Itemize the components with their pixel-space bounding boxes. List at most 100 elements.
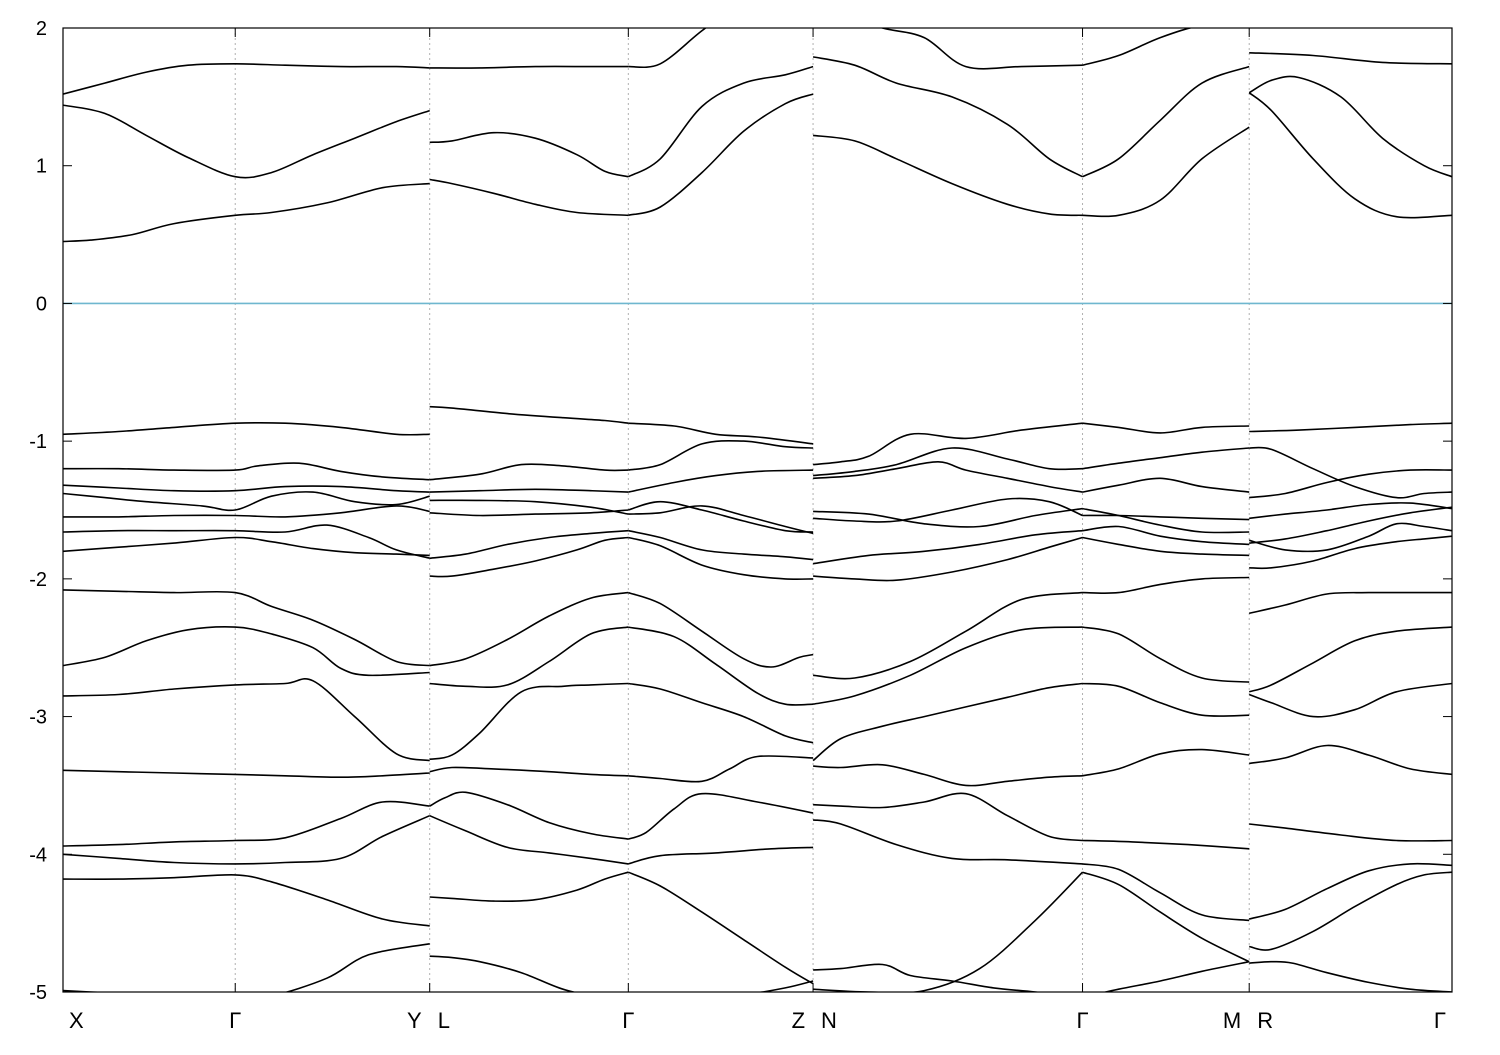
x-tick-label: R (1257, 1008, 1273, 1033)
band-line-71 (1249, 502, 1452, 520)
band-line-106 (1082, 28, 1194, 66)
band-line-16 (1082, 863, 1250, 922)
band-line-62 (628, 500, 814, 533)
band-line-43 (429, 591, 629, 667)
x-tick-label: Γ (1434, 1008, 1446, 1033)
band-line-15 (812, 819, 1083, 865)
band-line-41 (1248, 626, 1452, 693)
band-line-12 (63, 814, 431, 865)
band-line-57 (812, 529, 1083, 565)
band-line-32 (628, 682, 814, 744)
x-tick-label: Γ (622, 1008, 634, 1033)
band-line-105 (879, 28, 1083, 70)
band-line-13 (429, 814, 629, 865)
band-line-27 (813, 763, 1083, 787)
band-line-101 (1248, 75, 1452, 178)
band-line-67 (429, 499, 629, 515)
band-line-39 (812, 626, 1083, 705)
band-line-42 (63, 589, 430, 667)
band-line-86 (628, 422, 814, 445)
band-line-11 (1249, 871, 1452, 951)
band-line-56 (628, 529, 814, 561)
band-line-52 (1082, 536, 1250, 557)
band-line-23 (1249, 823, 1452, 842)
band-line-84 (63, 421, 430, 436)
band-line-26 (628, 755, 814, 783)
band-line-45 (813, 591, 1083, 680)
band-line-20 (628, 792, 814, 840)
band-line-53 (1249, 535, 1452, 570)
x-tick-label: X (69, 1008, 84, 1033)
band-line-91 (429, 178, 629, 217)
y-tick-label: 2 (36, 18, 47, 40)
band-line-80 (628, 439, 814, 471)
band-line-79 (429, 463, 629, 481)
band-line-92 (628, 93, 814, 217)
band-curves (63, 28, 1452, 992)
band-line-83 (1249, 468, 1452, 499)
band-line-31 (429, 682, 629, 761)
band-line-51 (813, 536, 1083, 582)
x-tick-label: L (438, 1008, 450, 1033)
y-tick-label: -5 (29, 982, 47, 1004)
band-line-82 (1082, 477, 1250, 493)
band-line-61 (429, 509, 629, 517)
band-line-24 (63, 769, 430, 778)
band-line-64 (1082, 507, 1250, 534)
band-line-48 (63, 536, 430, 557)
band-line-0 (63, 943, 430, 992)
band-line-69 (813, 497, 1083, 523)
y-tick-label: 0 (36, 293, 47, 315)
y-tick-label: -4 (29, 844, 47, 866)
y-tick-label: -3 (29, 707, 47, 729)
band-line-47 (1249, 591, 1452, 615)
band-line-9 (813, 871, 1084, 992)
band-line-73 (429, 488, 629, 493)
band-line-72 (63, 484, 430, 493)
band-line-6 (63, 874, 430, 927)
band-line-70 (1082, 514, 1250, 521)
band-line-75 (813, 447, 1083, 477)
y-tick-label: 1 (36, 156, 47, 178)
band-line-5 (1249, 960, 1452, 992)
band-line-76 (1082, 447, 1250, 470)
band-line-63 (813, 507, 1083, 528)
band-line-66 (63, 491, 430, 512)
band-line-94 (1082, 126, 1250, 218)
band-line-97 (429, 131, 629, 178)
band-line-93 (812, 134, 1083, 217)
band-line-65 (1249, 506, 1452, 544)
band-line-38 (628, 626, 814, 706)
band-line-14 (628, 846, 814, 865)
grid-lines (234, 28, 1250, 992)
band-line-35 (1248, 682, 1452, 718)
band-line-68 (628, 505, 814, 535)
x-tick-label: Y (407, 1008, 422, 1033)
band-line-99 (812, 56, 1083, 178)
band-line-85 (429, 405, 629, 424)
band-line-77 (1249, 446, 1452, 499)
band-line-90 (63, 182, 430, 243)
band-line-30 (63, 678, 430, 762)
band-line-81 (813, 460, 1083, 493)
band-line-58 (1082, 525, 1250, 546)
x-tick-label: Z (792, 1008, 805, 1033)
band-line-17 (1248, 862, 1452, 920)
band-line-107 (1249, 52, 1452, 65)
band-line-10 (1082, 871, 1250, 963)
x-tick-label: M (1223, 1008, 1241, 1033)
y-tick-label: -2 (29, 569, 47, 591)
band-line-96 (63, 104, 430, 179)
x-tick-label: Γ (1076, 1008, 1088, 1033)
band-line-22 (1082, 839, 1250, 850)
band-line-88 (1082, 422, 1250, 434)
band-line-25 (429, 766, 629, 777)
band-line-78 (63, 462, 430, 481)
x-tick-label: Γ (229, 1008, 241, 1033)
band-line-95 (1248, 92, 1452, 219)
band-line-55 (429, 529, 629, 559)
band-line-49 (429, 536, 629, 578)
band-line-8 (627, 871, 814, 985)
